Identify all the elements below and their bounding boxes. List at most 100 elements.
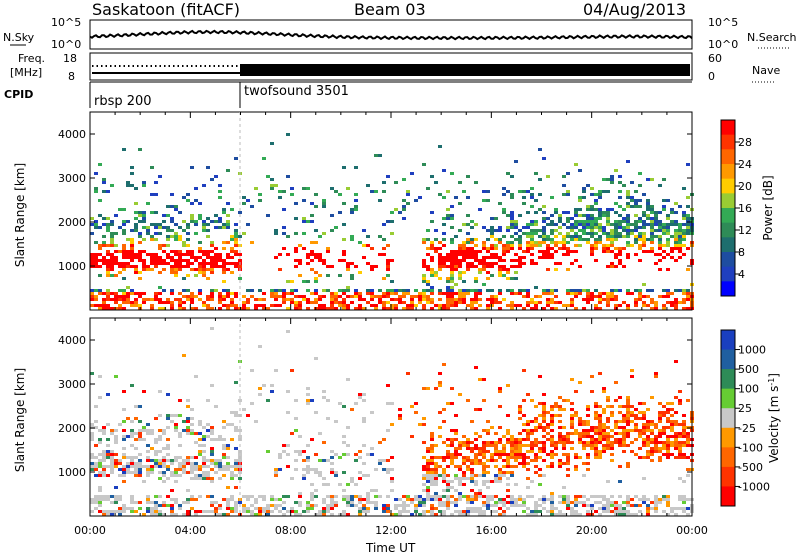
range-time-cell <box>430 435 434 438</box>
range-time-cell <box>658 247 662 250</box>
range-time-cell <box>114 250 118 253</box>
range-time-cell <box>430 438 434 441</box>
colorbar-segment <box>721 252 735 268</box>
range-time-cell <box>630 375 634 378</box>
range-time-cell <box>450 429 454 432</box>
range-time-cell <box>626 235 630 238</box>
range-time-cell <box>530 238 534 241</box>
range-time-cell <box>594 411 598 414</box>
range-time-cell <box>286 307 290 310</box>
range-time-cell <box>310 399 314 402</box>
range-time-cell <box>486 504 490 507</box>
range-time-cell <box>498 256 502 259</box>
range-time-cell <box>502 187 506 190</box>
range-time-cell <box>574 414 578 417</box>
range-time-cell <box>250 295 254 298</box>
range-time-cell <box>378 462 382 465</box>
range-time-cell <box>218 459 222 462</box>
range-time-cell <box>686 444 690 447</box>
range-time-cell <box>166 459 170 462</box>
range-time-cell <box>606 250 610 253</box>
range-time-cell <box>162 226 166 229</box>
range-time-cell <box>458 292 462 295</box>
range-time-cell <box>214 259 218 262</box>
range-time-cell <box>158 271 162 274</box>
range-time-cell <box>410 304 414 307</box>
range-time-cell <box>306 504 310 507</box>
range-time-cell <box>426 477 430 480</box>
range-time-cell <box>230 298 234 301</box>
range-time-cell <box>630 181 634 184</box>
range-time-cell <box>490 244 494 247</box>
range-time-cell <box>522 456 526 459</box>
range-time-cell <box>634 423 638 426</box>
range-time-cell <box>234 244 238 247</box>
range-time-cell <box>594 501 598 504</box>
range-time-cell <box>650 226 654 229</box>
range-time-cell <box>510 217 514 220</box>
range-time-cell <box>502 274 506 277</box>
range-time-cell <box>418 423 422 426</box>
range-time-cell <box>466 501 470 504</box>
range-time-cell <box>482 462 486 465</box>
range-time-cell <box>682 420 686 423</box>
range-time-cell <box>650 441 654 444</box>
range-time-cell <box>526 250 530 253</box>
range-time-cell <box>430 298 434 301</box>
range-time-cell <box>126 253 130 256</box>
range-time-cell <box>454 304 458 307</box>
range-time-cell <box>498 426 502 429</box>
range-time-cell <box>594 438 598 441</box>
range-time-cell <box>146 456 150 459</box>
range-time-cell <box>350 238 354 241</box>
range-time-cell <box>98 214 102 217</box>
range-time-cell <box>158 244 162 247</box>
range-time-cell <box>590 438 594 441</box>
range-time-cell <box>626 504 630 507</box>
range-time-cell <box>686 474 690 477</box>
range-time-cell <box>430 483 434 486</box>
range-time-cell <box>482 241 486 244</box>
range-time-cell <box>286 253 290 256</box>
range-time-cell <box>186 498 190 501</box>
range-time-cell <box>306 301 310 304</box>
range-time-cell <box>534 223 538 226</box>
range-time-cell <box>314 280 318 283</box>
range-time-cell <box>626 229 630 232</box>
range-time-cell <box>130 510 134 513</box>
range-time-cell <box>190 423 194 426</box>
range-time-cell <box>458 453 462 456</box>
range-time-cell <box>210 432 214 435</box>
range-time-cell <box>678 498 682 501</box>
range-time-cell <box>474 456 478 459</box>
range-time-cell <box>130 172 134 175</box>
range-time-cell <box>614 420 618 423</box>
range-time-cell <box>150 166 154 169</box>
range-time-cell <box>298 492 302 495</box>
range-time-cell <box>122 447 126 450</box>
range-time-cell <box>198 450 202 453</box>
range-time-cell <box>678 399 682 402</box>
range-time-cell <box>410 513 414 516</box>
range-time-cell <box>550 289 554 292</box>
range-time-cell <box>678 432 682 435</box>
range-time-cell <box>574 292 578 295</box>
range-time-cell <box>478 262 482 265</box>
range-time-cell <box>422 274 426 277</box>
range-time-cell <box>218 220 222 223</box>
range-time-cell <box>502 253 506 256</box>
range-time-cell <box>386 262 390 265</box>
range-time-cell <box>554 241 558 244</box>
range-time-cell <box>222 465 226 468</box>
range-time-cell <box>654 229 658 232</box>
range-time-cell <box>446 489 450 492</box>
range-time-cell <box>566 193 570 196</box>
range-time-cell <box>438 259 442 262</box>
range-time-cell <box>458 295 462 298</box>
range-time-cell <box>98 307 102 310</box>
range-time-cell <box>430 247 434 250</box>
range-time-cell <box>146 474 150 477</box>
range-time-cell <box>518 241 522 244</box>
range-time-cell <box>650 507 654 510</box>
range-time-cell <box>190 477 194 480</box>
